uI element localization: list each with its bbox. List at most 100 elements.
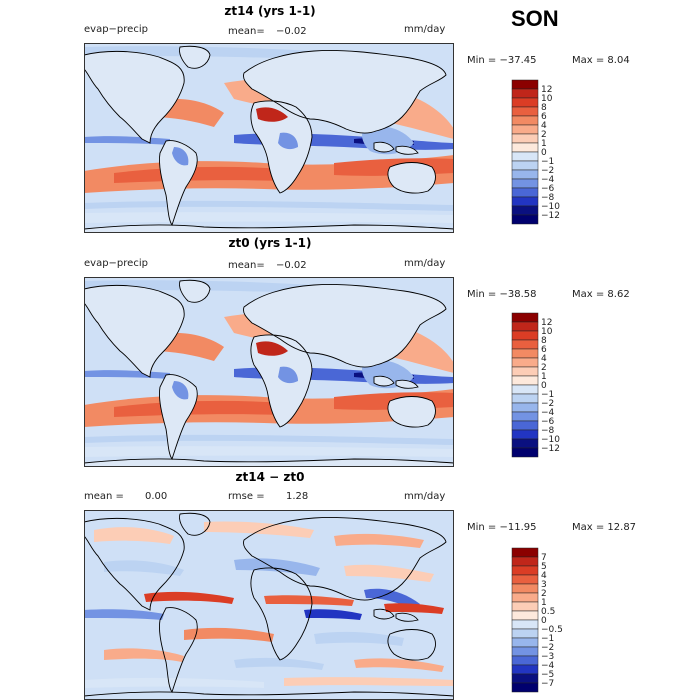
panel3-rmse-value: 1.28 bbox=[286, 491, 309, 502]
colorbar-tick-label: 12 bbox=[541, 318, 552, 328]
colorbar-tick-label: 0 bbox=[541, 381, 547, 391]
colorbar-swatch bbox=[511, 205, 539, 216]
colorbar-swatch bbox=[511, 447, 539, 458]
colorbar-tick-label: 10 bbox=[541, 94, 553, 104]
sh-pale-band bbox=[84, 212, 454, 223]
panel2-max: Max = 8.62 bbox=[572, 289, 630, 300]
colorbar-swatch bbox=[511, 673, 539, 684]
panel2-min: Min = −38.58 bbox=[467, 289, 537, 300]
colorbar-swatch bbox=[511, 402, 539, 413]
colorbar-swatch bbox=[511, 646, 539, 657]
panel3-map bbox=[84, 510, 454, 700]
season-label: SON bbox=[511, 6, 559, 31]
sh-core-band bbox=[114, 400, 284, 417]
diff-patch bbox=[104, 560, 184, 576]
colorbar-swatch bbox=[511, 628, 539, 639]
panel3-mean-value: 0.00 bbox=[145, 491, 168, 502]
colorbar-swatch bbox=[511, 664, 539, 675]
colorbar-tick-label: 5 bbox=[541, 562, 547, 572]
colorbar-tick-label: −10 bbox=[541, 435, 560, 445]
panel3-rmse-label: rmse = bbox=[228, 491, 265, 502]
colorbar-swatch bbox=[511, 556, 539, 567]
colorbar-tick-label: −4 bbox=[541, 408, 555, 418]
colorbar-tick-label: −4 bbox=[541, 661, 555, 671]
colorbar-tick-label: −12 bbox=[541, 211, 560, 221]
colorbar-swatch bbox=[511, 178, 539, 189]
sahara-hotspot bbox=[256, 341, 288, 356]
colorbar-swatch bbox=[511, 330, 539, 341]
sh-core-band bbox=[114, 166, 284, 183]
colorbar-swatch bbox=[511, 151, 539, 162]
colorbar-tick-label: 3 bbox=[541, 580, 547, 590]
colorbar-tick-label: 2 bbox=[541, 363, 547, 373]
colorbar-tick-label: −1 bbox=[541, 634, 554, 644]
colorbar-swatch bbox=[511, 106, 539, 117]
colorbar-tick-label: 6 bbox=[541, 112, 547, 122]
colorbar-swatch bbox=[511, 366, 539, 377]
colorbar-tick-label: −7 bbox=[541, 679, 554, 689]
colorbar-tick-label: −5 bbox=[541, 670, 554, 680]
colorbar-swatch bbox=[511, 339, 539, 350]
colorbar-tick-label: 2 bbox=[541, 130, 547, 140]
panel1-title: zt14 (yrs 1-1) bbox=[224, 4, 316, 18]
colorbar-tick-label: 1 bbox=[541, 372, 547, 382]
panel1-min: Min = −37.45 bbox=[467, 55, 537, 66]
map-frame bbox=[84, 43, 454, 233]
panel1-max: Max = 8.04 bbox=[572, 55, 630, 66]
colorbar-tick-label: −3 bbox=[541, 652, 554, 662]
diff-patch bbox=[344, 564, 434, 582]
colorbar-tick-label: 0 bbox=[541, 616, 547, 626]
panel2-units: mm/day bbox=[404, 258, 446, 269]
colorbar-tick-label: −0.5 bbox=[541, 625, 563, 635]
colorbar-tick-label: −2 bbox=[541, 166, 554, 176]
colorbar-swatch bbox=[511, 115, 539, 126]
panel2-map bbox=[84, 277, 454, 467]
colorbar-swatch bbox=[511, 312, 539, 323]
diff-patch bbox=[314, 631, 404, 646]
colorbar-tick-label: 4 bbox=[541, 121, 547, 131]
colorbar-tick-label: 7 bbox=[541, 553, 547, 563]
diff-patch bbox=[234, 657, 324, 670]
colorbar-swatch bbox=[511, 214, 539, 225]
diff-patch bbox=[264, 595, 354, 606]
colorbar-swatch bbox=[511, 160, 539, 171]
colorbar-tick-label: −8 bbox=[541, 193, 555, 203]
panel1-mean-value: −0.02 bbox=[276, 26, 307, 37]
colorbar-swatch bbox=[511, 124, 539, 135]
panel2-title: zt0 (yrs 1-1) bbox=[228, 236, 312, 250]
panel1-units: mm/day bbox=[404, 24, 446, 35]
panel3-max: Max = 12.87 bbox=[572, 522, 637, 533]
panel3-mean-label: mean = bbox=[84, 491, 124, 502]
colorbar-tick-label: −12 bbox=[541, 444, 560, 454]
colorbar-swatch bbox=[511, 637, 539, 648]
colorbar-swatch bbox=[511, 565, 539, 576]
colorbar-tick-label: −6 bbox=[541, 417, 555, 427]
colorbar-swatch bbox=[511, 169, 539, 180]
colorbar-tick-label: 8 bbox=[541, 103, 547, 113]
colorbar-tick-label: 1 bbox=[541, 598, 547, 608]
colorbar-tick-label: 4 bbox=[541, 354, 547, 364]
diff-patch bbox=[144, 591, 234, 604]
colorbar-tick-label: 8 bbox=[541, 336, 547, 346]
colorbar-swatch bbox=[511, 375, 539, 386]
panel1-variable: evap−precip bbox=[84, 24, 148, 35]
diff-patch bbox=[334, 533, 424, 548]
colorbar-swatch bbox=[511, 384, 539, 395]
colorbar-tick-label: 0.5 bbox=[541, 607, 555, 617]
colorbar-swatch bbox=[511, 619, 539, 630]
colorbar-swatch bbox=[511, 142, 539, 153]
colorbar-tick-label: −6 bbox=[541, 184, 555, 194]
colorbar-swatch bbox=[511, 547, 539, 558]
colorbar-tick-label: −8 bbox=[541, 426, 555, 436]
panel1-mean-label: mean= bbox=[228, 26, 265, 37]
diff-patch bbox=[304, 609, 362, 620]
diff-patch bbox=[234, 558, 320, 576]
diff-patch bbox=[384, 603, 444, 614]
colorbar-tick-label: 0 bbox=[541, 148, 547, 158]
colorbar-swatch bbox=[511, 610, 539, 621]
colorbar-swatch bbox=[511, 79, 539, 90]
colorbar-tick-label: −2 bbox=[541, 643, 554, 653]
colorbar-swatch bbox=[511, 411, 539, 422]
colorbar-swatch bbox=[511, 592, 539, 603]
